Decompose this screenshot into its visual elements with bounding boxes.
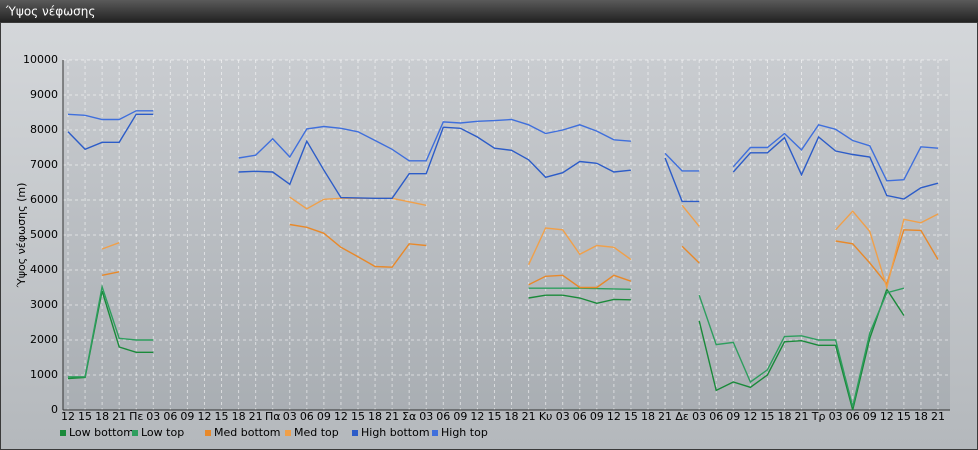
x-tick-label: 06 [573, 410, 587, 423]
legend-marker [60, 430, 66, 436]
x-tick-label: 06 [709, 410, 723, 423]
x-tick-label: Δε [675, 410, 689, 423]
x-tick-label: Τρ [811, 410, 826, 423]
x-tick-label: 09 [726, 410, 740, 423]
y-tick-label: 10000 [23, 53, 58, 66]
legend-marker [132, 430, 138, 436]
legend-label: High top [441, 426, 488, 439]
x-tick-label: 15 [351, 410, 365, 423]
x-tick-label: 06 [436, 410, 450, 423]
x-tick-label: 03 [692, 410, 706, 423]
legend-marker [352, 430, 358, 436]
x-tick-label: 21 [385, 410, 399, 423]
x-tick-label: 03 [283, 410, 297, 423]
x-tick-label: 06 [163, 410, 177, 423]
x-tick-label: 12 [197, 410, 211, 423]
legend-label: Low bottom [69, 426, 134, 439]
x-tick-label: 18 [777, 410, 791, 423]
legend-marker [205, 430, 211, 436]
x-tick-label: Πε [129, 410, 143, 423]
y-tick-label: 7000 [30, 158, 58, 171]
y-tick-label: 9000 [30, 88, 58, 101]
x-tick-label: 09 [453, 410, 467, 423]
series-line [67, 113, 939, 203]
x-tick-label: Κυ [539, 410, 553, 423]
legend-label: Med bottom [214, 426, 281, 439]
x-tick-label: 12 [743, 410, 757, 423]
y-tick-label: 8000 [30, 123, 58, 136]
x-tick-label: 03 [556, 410, 570, 423]
x-tick-label: 06 [846, 410, 860, 423]
legend-label: Low top [141, 426, 184, 439]
x-tick-label: 18 [914, 410, 928, 423]
legend-marker [432, 430, 438, 436]
chart-title: Ύψος νέφωσης [5, 5, 95, 19]
y-tick-label: 6000 [30, 193, 58, 206]
x-tick-label: 03 [829, 410, 843, 423]
y-tick-label: 4000 [30, 263, 58, 276]
x-tick-label: 21 [658, 410, 672, 423]
x-tick-label: 09 [863, 410, 877, 423]
x-tick-label: Πα [265, 410, 281, 423]
x-tick-label: 18 [95, 410, 109, 423]
y-tick-label: 3000 [30, 298, 58, 311]
y-tick-label: 2000 [30, 333, 58, 346]
x-tick-label: 12 [880, 410, 894, 423]
x-tick-label: 09 [590, 410, 604, 423]
x-tick-label: 21 [795, 410, 809, 423]
x-tick-label: 15 [624, 410, 638, 423]
x-tick-label: 12 [61, 410, 75, 423]
x-tick-label: 18 [232, 410, 246, 423]
x-tick-label: Σα [402, 410, 416, 423]
x-tick-label: 06 [300, 410, 314, 423]
legend-label: High bottom [361, 426, 430, 439]
y-tick-label: 5000 [30, 228, 58, 241]
x-tick-label: 21 [522, 410, 536, 423]
x-tick-label: 18 [641, 410, 655, 423]
series-line [67, 110, 939, 182]
x-tick-label: 09 [317, 410, 331, 423]
y-tick-label: 1000 [30, 368, 58, 381]
x-tick-label: 15 [897, 410, 911, 423]
x-tick-label: 12 [470, 410, 484, 423]
x-tick-label: 18 [505, 410, 519, 423]
x-tick-label: 15 [760, 410, 774, 423]
x-tick-label: 15 [78, 410, 92, 423]
x-tick-label: 09 [180, 410, 194, 423]
x-tick-label: 03 [146, 410, 160, 423]
y-tick-label: 0 [51, 403, 58, 416]
x-tick-label: 03 [419, 410, 433, 423]
x-tick-label: 12 [334, 410, 348, 423]
series-line [101, 223, 939, 289]
x-tick-label: 21 [112, 410, 126, 423]
x-tick-label: 21 [249, 410, 263, 423]
legend-label: Med top [294, 426, 339, 439]
x-tick-label: 15 [487, 410, 501, 423]
x-tick-label: 12 [607, 410, 621, 423]
title-bar [0, 0, 978, 22]
legend-marker [285, 430, 291, 436]
x-tick-label: 15 [215, 410, 229, 423]
series-line [67, 287, 905, 411]
x-tick-label: 21 [931, 410, 945, 423]
y-axis-label: Ύψος νέφωσης (m) [15, 183, 28, 289]
x-tick-label: 18 [368, 410, 382, 423]
